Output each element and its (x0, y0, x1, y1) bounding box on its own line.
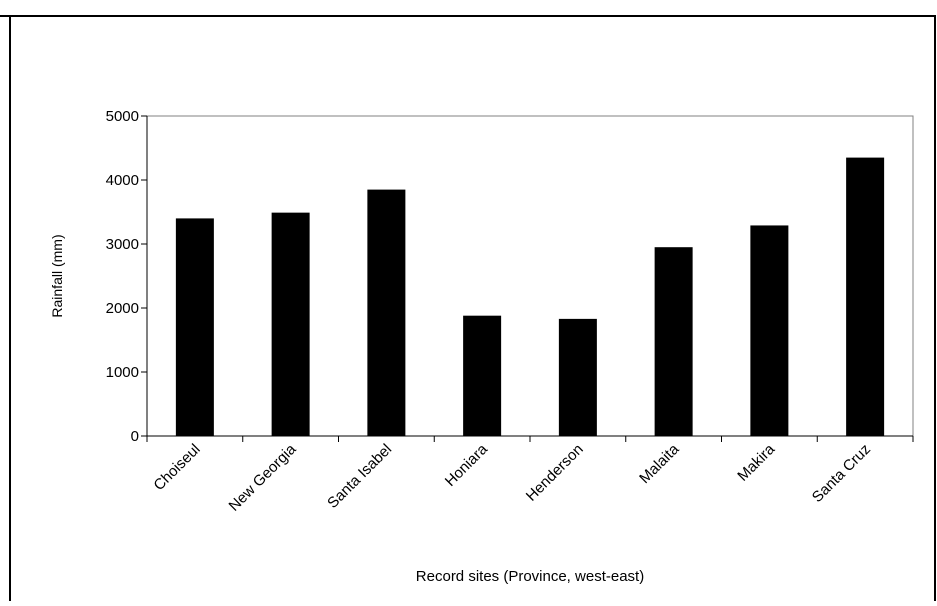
y-tick-label: 0 (131, 428, 139, 445)
x-tick-label: New Georgia (226, 440, 300, 514)
bars-group (175, 157, 885, 436)
bar-makira (750, 225, 789, 436)
axes-group (141, 115, 914, 442)
y-tick-label: 5000 (106, 108, 139, 125)
bar-honiara (463, 315, 502, 436)
y-tick-label: 1000 (106, 364, 139, 381)
y-axis-label: Rainfall (mm) (49, 234, 65, 317)
y-tick-label: 3000 (106, 236, 139, 253)
y-tick-labels-group: 0 1000 2000 3000 4000 5000 (106, 108, 139, 445)
y-tick-label: 4000 (106, 172, 139, 189)
bar-santa-isabel (367, 189, 406, 436)
plot-area-border (146, 115, 914, 437)
x-tick-label: Santa Cruz (809, 441, 874, 506)
bar-malaita (654, 247, 693, 436)
x-tick-label: Henderson (523, 441, 587, 505)
bar-henderson (558, 318, 597, 436)
bar-new-georgia (271, 212, 310, 436)
x-tick-label: Choiseul (150, 441, 203, 494)
x-tick-labels-group: Choiseul New Georgia Santa Isabel Honiara He… (150, 440, 874, 514)
x-tick-label: Honiara (442, 440, 492, 490)
bar-choiseul (175, 218, 214, 436)
x-axis-label: Record sites (Province, west-east) (416, 568, 644, 585)
bar-santa-cruz (846, 157, 885, 436)
x-tick-label: Malaita (636, 440, 683, 487)
x-tick-label: Santa Isabel (324, 441, 395, 512)
y-tick-label: 2000 (106, 300, 139, 317)
x-tick-label: Makira (734, 440, 778, 484)
